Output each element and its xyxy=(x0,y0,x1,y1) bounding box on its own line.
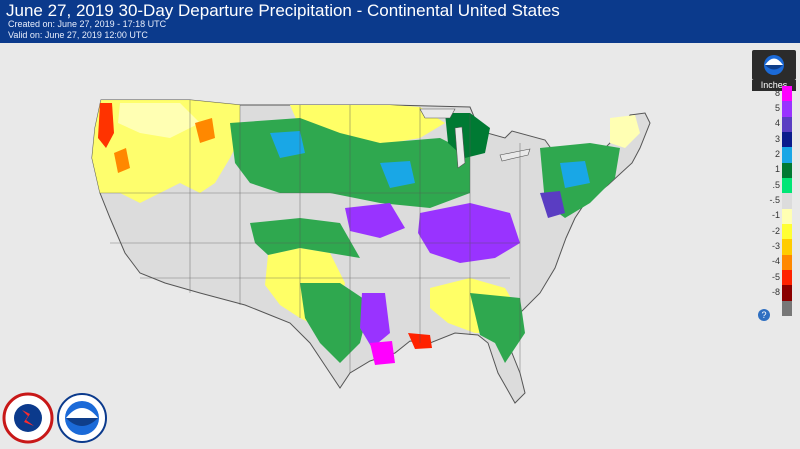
very-wet-ohio-valley xyxy=(418,203,520,263)
legend-label: 4 xyxy=(774,118,780,129)
legend-label: -1 xyxy=(771,210,780,221)
legend-swatch xyxy=(782,177,792,194)
dry-region-northwest-light xyxy=(118,103,200,138)
header-bar: June 27, 2019 30-Day Departure Precipita… xyxy=(0,0,800,43)
very-wet-magenta-louisiana xyxy=(370,341,395,365)
legend-label: 2 xyxy=(774,149,780,159)
wet-region-south xyxy=(300,283,370,363)
legend-swatch xyxy=(782,254,792,270)
noaa-logo-small xyxy=(752,50,796,80)
legend-label: 1 xyxy=(774,164,780,175)
legend-labels: 8 5 4 3 2 1 .5 -.5 -1 -2 -3 -4 -5 -8 xyxy=(752,86,780,316)
legend-swatch xyxy=(782,239,792,255)
legend: Inches 8 5 4 3 2 1 .5 -.5 -1 -2 -3 -4 -5 -8 xyxy=(752,50,796,322)
legend-swatch xyxy=(782,285,792,301)
legend-label: -8 xyxy=(771,287,780,297)
legend-swatch xyxy=(782,147,792,163)
wet-region-southern-plains xyxy=(250,218,360,258)
legend-swatch xyxy=(782,193,792,209)
lake-superior xyxy=(419,108,456,119)
lake-michigan xyxy=(454,126,466,169)
legend-color-bar xyxy=(782,86,792,316)
dry-orange-west xyxy=(114,148,130,173)
legend-label: 3 xyxy=(774,133,780,144)
legend-label: .5 xyxy=(772,179,780,190)
help-icon[interactable]: ? xyxy=(758,309,770,321)
dry-region-maine xyxy=(610,115,640,148)
legend-label: -2 xyxy=(771,225,780,236)
legend-swatch xyxy=(782,269,792,286)
legend-label: -4 xyxy=(771,256,780,267)
very-wet-central xyxy=(345,203,405,238)
legend-units: Inches xyxy=(752,80,796,91)
legend-label: 5 xyxy=(774,103,780,113)
legend-swatch xyxy=(782,208,792,224)
legend-label: -3 xyxy=(771,241,780,251)
legend-swatch xyxy=(782,116,792,132)
legend-label: -.5 xyxy=(769,195,780,205)
wet-region-southeast xyxy=(470,293,525,363)
noaa-logo xyxy=(56,392,108,444)
page-title: June 27, 2019 30-Day Departure Precipita… xyxy=(6,1,560,20)
national-weather-service-logo xyxy=(2,392,54,444)
legend-swatch xyxy=(782,101,792,117)
valid-date: Valid on: June 27, 2019 12:00 UTC xyxy=(8,30,148,40)
very-dry-pacific-northwest xyxy=(98,103,114,148)
state-boundaries xyxy=(100,100,521,373)
legend-swatch xyxy=(782,300,792,316)
legend-swatch xyxy=(782,86,792,102)
legend-swatch xyxy=(782,131,792,148)
legend-label: -5 xyxy=(771,271,780,282)
precipitation-map[interactable] xyxy=(0,43,745,448)
legend-label: 8 xyxy=(774,87,780,98)
dry-orange-montana xyxy=(195,118,215,143)
legend-swatch xyxy=(782,162,792,178)
very-wet-arkansas-lousiana xyxy=(360,293,390,348)
very-wet-blue-northeast xyxy=(540,191,565,218)
legend-swatch xyxy=(782,223,792,240)
created-date: Created on: June 27, 2019 - 17:18 UTC xyxy=(8,19,167,29)
